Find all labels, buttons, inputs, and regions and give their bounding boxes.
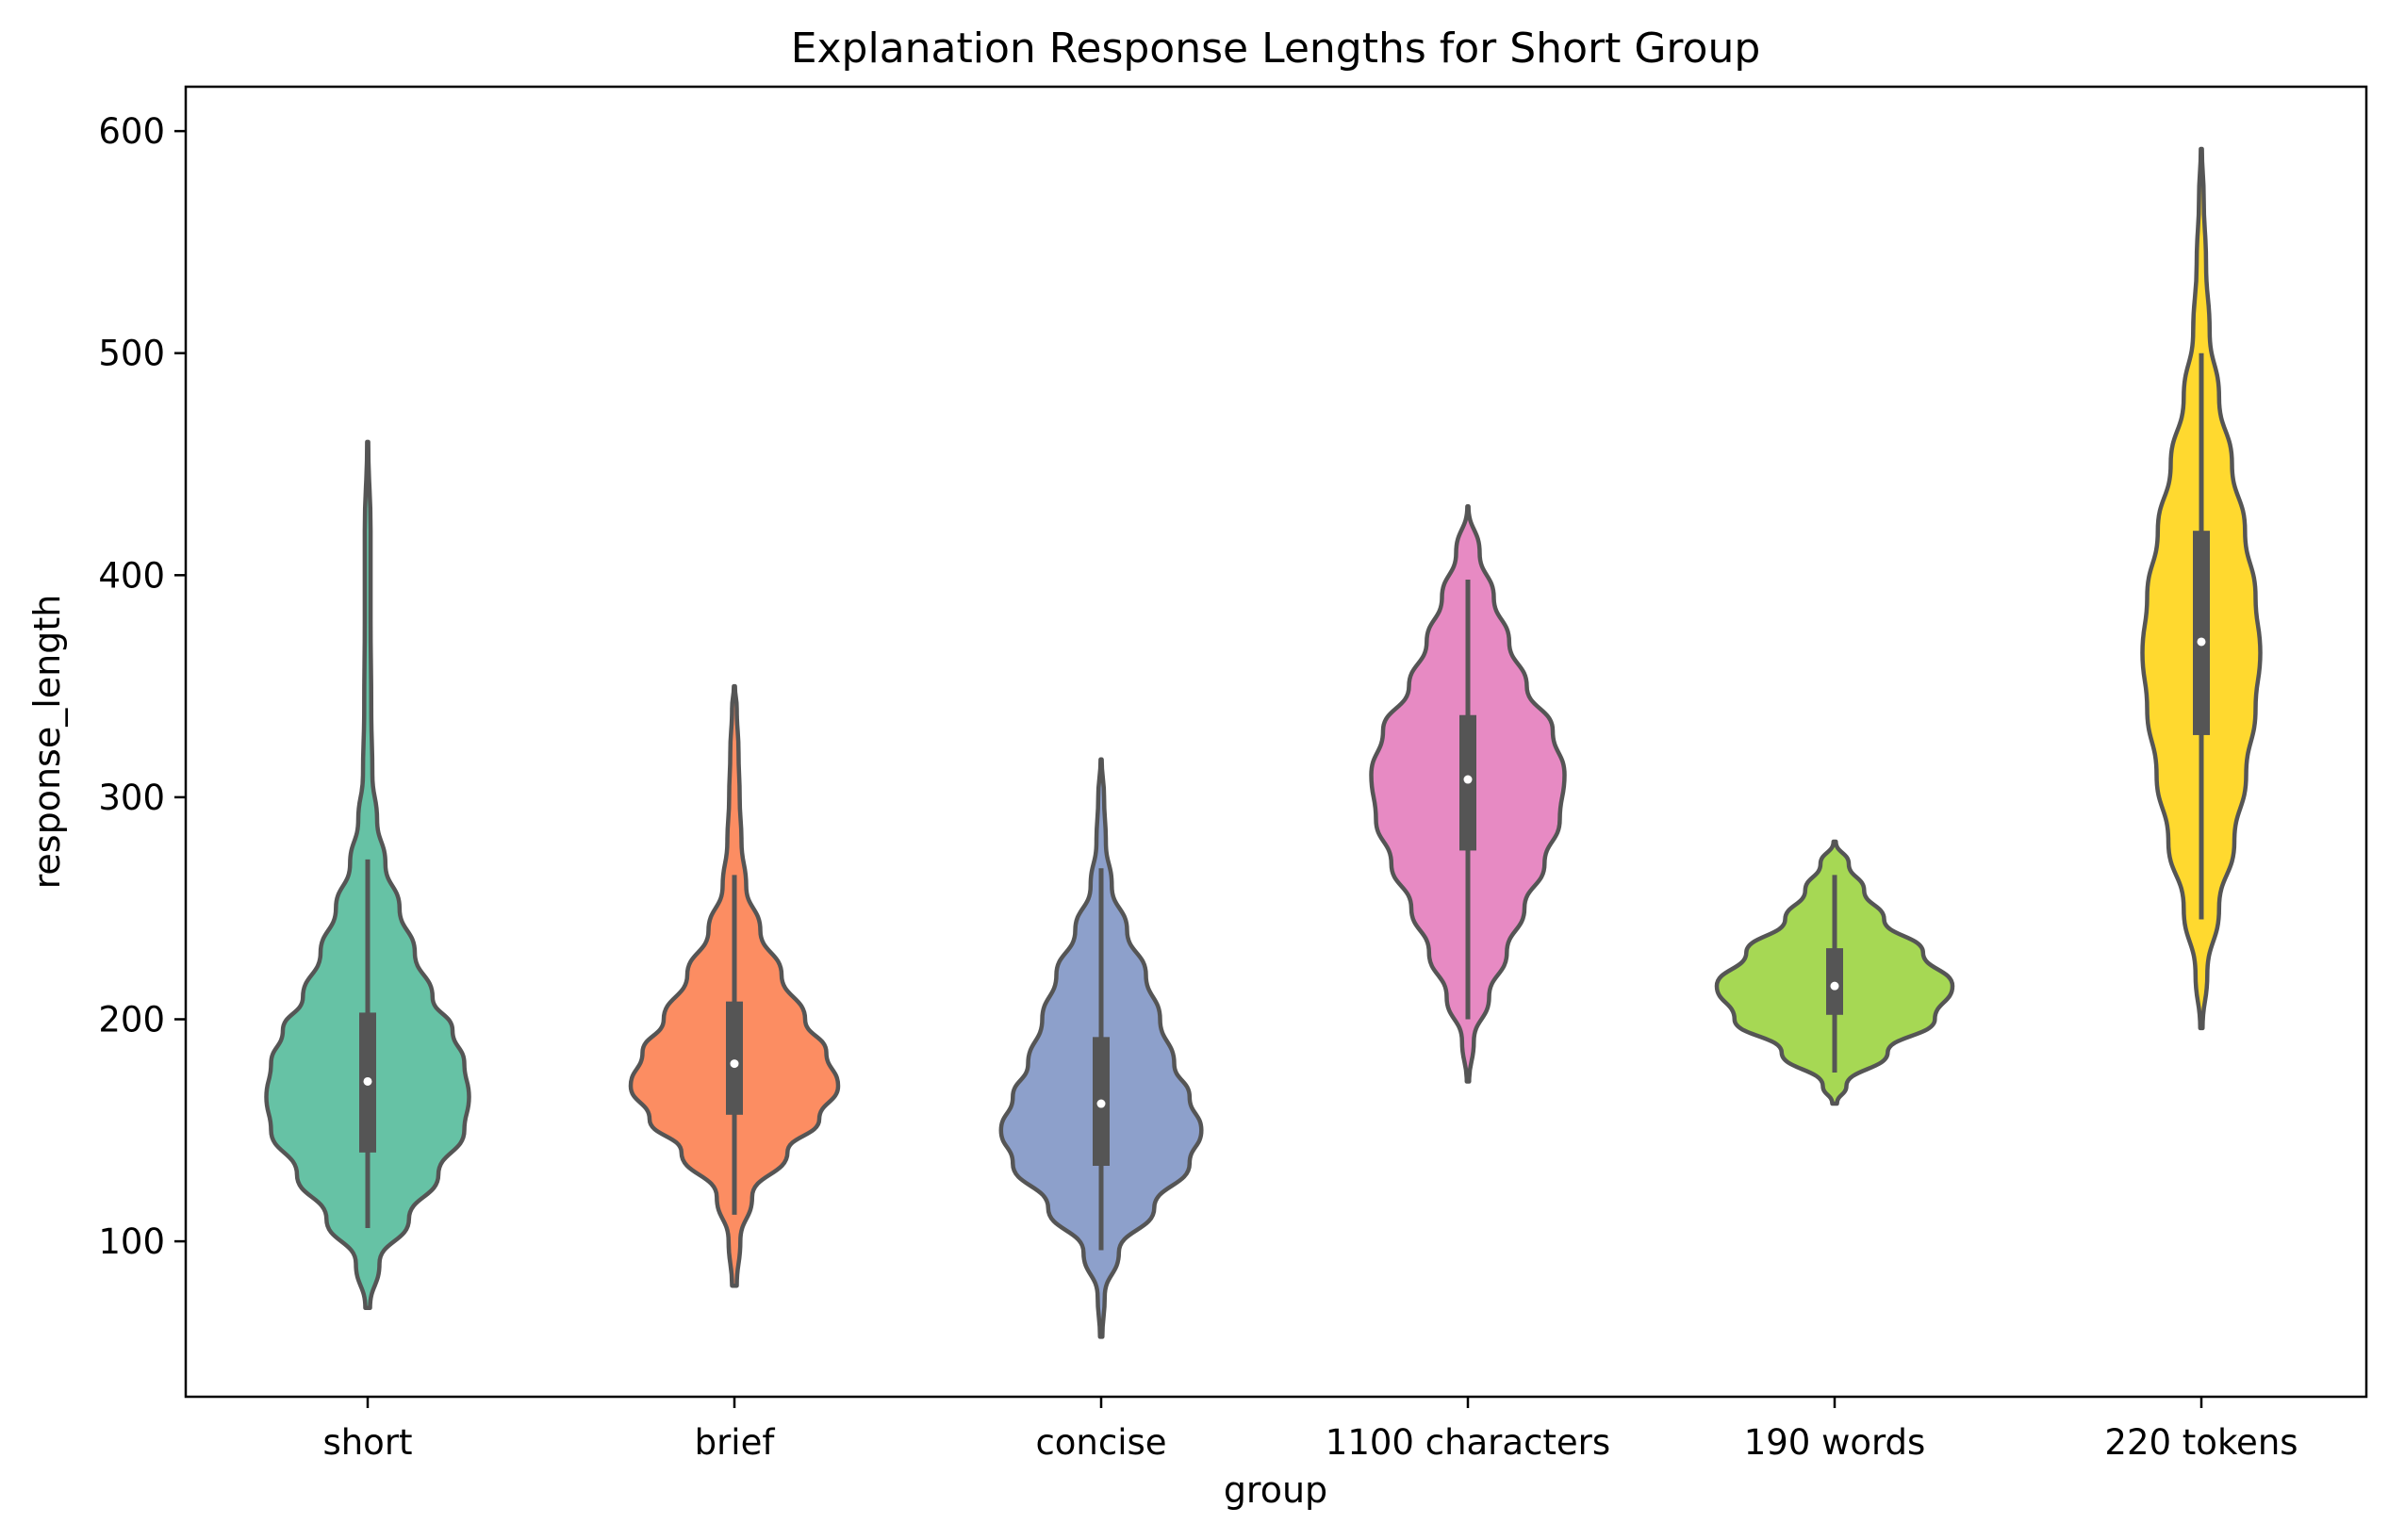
y-tick-label: 300 — [98, 778, 165, 818]
y-axis: 100 200 300 400 500 600 — [98, 111, 186, 1262]
violin-median — [1463, 775, 1473, 784]
x-tick-label: brief — [695, 1422, 776, 1463]
violin-median — [730, 1059, 739, 1069]
violin-median — [363, 1076, 372, 1086]
x-tick-label: 1100 characters — [1326, 1422, 1610, 1463]
y-tick-label: 500 — [98, 334, 165, 374]
y-tick-label: 600 — [98, 111, 165, 152]
y-tick-label: 100 — [98, 1221, 165, 1262]
x-axis-label: group — [1224, 1469, 1327, 1511]
x-tick-label: short — [322, 1422, 412, 1463]
violin-iqr-box — [726, 1001, 743, 1115]
y-tick-label: 200 — [98, 999, 165, 1040]
x-tick-label: 220 tokens — [2104, 1422, 2298, 1463]
y-tick-label: 400 — [98, 555, 165, 596]
x-tick-label: concise — [1035, 1422, 1166, 1463]
plot-frame — [184, 85, 2368, 1399]
x-axis: short brief concise 1100 characters 190 word… — [322, 1397, 2298, 1463]
violin-median — [2197, 637, 2206, 647]
violin-iqr-box — [2193, 531, 2210, 735]
violin-median — [1830, 981, 1839, 991]
plot-background — [186, 87, 2366, 1397]
violin-iqr-box — [1826, 948, 1843, 1015]
chart-title: Explanation Response Lengths for Short G… — [791, 25, 1761, 73]
y-axis-label: response_length — [26, 595, 68, 890]
x-tick-label: 190 words — [1744, 1422, 1926, 1463]
violins-layer — [264, 146, 2263, 1339]
violin-median — [1096, 1099, 1106, 1108]
